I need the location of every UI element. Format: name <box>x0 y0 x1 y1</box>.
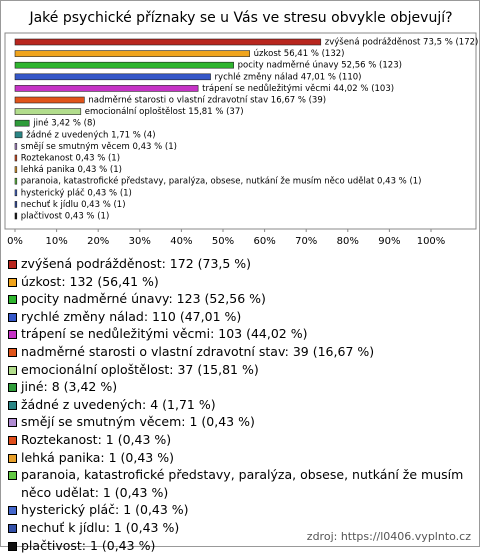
x-tick-label: 80% <box>337 236 359 247</box>
bar-label: emocionální oploštělost 15,81 % (37) <box>85 106 244 117</box>
legend-swatch <box>8 383 17 392</box>
legend-swatch <box>8 436 17 445</box>
legend-label: trápení se nedůležitými věcmi: 103 (44,0… <box>21 326 307 341</box>
legend-item: hysterický pláč: 1 (0,43 %) <box>7 501 473 519</box>
x-tick-label: 100% <box>417 236 446 247</box>
bar <box>15 120 29 126</box>
legend-swatch <box>8 278 17 287</box>
legend-item: nadměrné starosti o vlastní zdravotní st… <box>7 343 473 361</box>
legend-item: smějí se smutným věcem: 1 (0,43 %) <box>7 413 473 431</box>
x-tick-label: 10% <box>45 236 67 247</box>
bar <box>15 62 234 68</box>
bar-label: paranoia, katastrofické představy, paral… <box>21 176 422 187</box>
legend-item: úzkost: 132 (56,41 %) <box>7 273 473 291</box>
legend-label: smějí se smutným věcem: 1 (0,43 %) <box>21 414 255 429</box>
bar-label: Roztekanost 0,43 % (1) <box>21 154 120 164</box>
bar <box>15 39 321 45</box>
legend-label: Roztekanost: 1 (0,43 %) <box>21 432 171 447</box>
legend-swatch <box>8 454 17 463</box>
bar-label: hysterický pláč 0,43 % (1) <box>21 187 132 198</box>
bar-label: lehká panika 0,43 % (1) <box>21 165 122 175</box>
legend-item: paranoia, katastrofické představy, paral… <box>7 466 473 501</box>
legend-swatch <box>8 330 17 339</box>
bar <box>15 51 250 57</box>
legend-item: Roztekanost: 1 (0,43 %) <box>7 431 473 449</box>
legend-item: emocionální oploštělost: 37 (15,81 %) <box>7 361 473 379</box>
bar <box>15 143 17 149</box>
bar-label: žádné z uvedených 1,71 % (4) <box>26 129 155 140</box>
legend-item: žádné z uvedených: 4 (1,71 %) <box>7 396 473 414</box>
bar <box>15 190 17 196</box>
legend-label: plačtivost: 1 (0,43 %) <box>21 538 155 553</box>
legend-swatch <box>8 471 17 480</box>
legend-item: trápení se nedůležitými věcmi: 103 (44,0… <box>7 325 473 343</box>
legend-swatch <box>8 366 17 375</box>
legend-label: lehká panika: 1 (0,43 %) <box>21 450 174 465</box>
legend-swatch <box>8 542 17 551</box>
legend-label: nechuť k jídlu: 1 (0,43 %) <box>21 520 179 535</box>
legend-label: pocity nadměrné únavy: 123 (52,56 %) <box>21 291 266 306</box>
legend-label: zvýšená podrážděnost: 172 (73,5 %) <box>21 256 251 271</box>
legend-swatch <box>8 524 17 533</box>
chart: Jaké psychické příznaky se u Vás ve stre… <box>1 1 480 253</box>
bar-label: smějí se smutným věcem 0,43 % (1) <box>21 142 177 152</box>
legend-swatch <box>8 348 17 357</box>
legend-swatch <box>8 260 17 269</box>
legend-item: jiné: 8 (3,42 %) <box>7 378 473 396</box>
bar-label: trápení se nedůležitými věcmi 44,02 % (1… <box>202 83 394 94</box>
bar <box>15 74 211 80</box>
legend-swatch <box>8 418 17 427</box>
x-tick-label: 50% <box>212 236 234 247</box>
bar-label: plačtivost 0,43 % (1) <box>21 211 109 222</box>
bar <box>15 109 81 115</box>
bar-label: pocity nadměrné únavy 52,56 % (123) <box>238 60 402 71</box>
legend-item: zvýšená podrážděnost: 172 (73,5 %) <box>7 255 473 273</box>
legend-swatch <box>8 313 17 322</box>
bar <box>15 213 17 219</box>
legend-label: paranoia, katastrofické představy, paral… <box>21 467 463 500</box>
legend-label: nadměrné starosti o vlastní zdravotní st… <box>21 344 374 359</box>
x-tick-label: 60% <box>253 236 275 247</box>
x-tick-label: 90% <box>378 236 400 247</box>
bar <box>15 167 17 173</box>
legend-item: pocity nadměrné únavy: 123 (52,56 %) <box>7 290 473 308</box>
bar-label: zvýšená podrážděnost 73,5 % (172) <box>325 37 479 48</box>
bar <box>15 85 198 91</box>
bar <box>15 178 17 184</box>
legend-swatch <box>8 506 17 515</box>
bar <box>15 155 17 161</box>
x-tick-label: 20% <box>87 236 109 247</box>
legend-label: jiné: 8 (3,42 %) <box>21 379 117 394</box>
bar <box>15 97 84 103</box>
legend-label: rychlé změny nálad: 110 (47,01 %) <box>21 309 241 324</box>
x-tick-label: 70% <box>295 236 317 247</box>
x-tick-label: 40% <box>170 236 192 247</box>
bar <box>15 201 17 207</box>
x-tick-label: 0% <box>7 236 23 247</box>
legend-swatch <box>8 401 17 410</box>
legend-swatch <box>8 295 17 304</box>
legend: zvýšená podrážděnost: 172 (73,5 %) úzkost… <box>7 255 473 554</box>
legend-label: úzkost: 132 (56,41 %) <box>21 274 159 289</box>
bar-label: jiné 3,42 % (8) <box>32 118 96 129</box>
legend-item: rychlé změny nálad: 110 (47,01 %) <box>7 308 473 326</box>
legend-label: žádné z uvedených: 4 (1,71 %) <box>21 397 216 412</box>
legend-item: lehká panika: 1 (0,43 %) <box>7 449 473 467</box>
source: zdroj: https://l0406.vyplnto.cz <box>307 530 471 543</box>
bar-label: nechuť k jídlu 0,43 % (1) <box>21 200 126 210</box>
bar-label: úzkost 56,41 % (132) <box>254 49 345 59</box>
x-tick-label: 30% <box>129 236 151 247</box>
legend-label: emocionální oploštělost: 37 (15,81 %) <box>21 362 259 377</box>
bar-label: nadměrné starosti o vlastní zdravotní st… <box>88 95 326 106</box>
legend-label: hysterický pláč: 1 (0,43 %) <box>21 502 189 517</box>
bar-label: rychlé změny nálad 47,01 % (110) <box>215 71 362 82</box>
bar <box>15 132 22 138</box>
chart-title: Jaké psychické příznaky se u Vás ve stre… <box>28 10 452 26</box>
